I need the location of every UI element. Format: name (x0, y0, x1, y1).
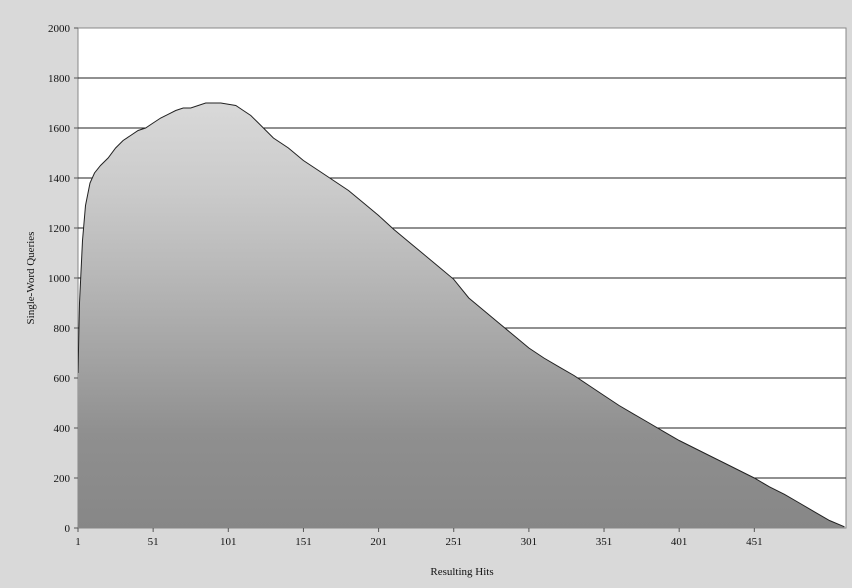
x-tick-label: 101 (220, 536, 237, 548)
x-tick-label: 151 (295, 536, 312, 548)
y-axis-ticks: 0 200 400 600 800 1000 1200 1400 1600 1800 2000 (48, 23, 78, 535)
y-tick-label: 800 (54, 323, 71, 335)
y-tick-label: 1600 (48, 123, 71, 135)
data-area (78, 103, 845, 528)
data-line (78, 102, 845, 528)
x-tick-label: 1 (75, 536, 81, 548)
y-tick-label: 200 (54, 473, 71, 485)
y-tick-label: 400 (54, 423, 71, 435)
y-tick-label: 1200 (48, 223, 71, 235)
y-axis-title: Single-Word Queries (25, 232, 37, 325)
x-axis-title: Resulting Hits (430, 566, 493, 578)
x-tick-label: 351 (596, 536, 613, 548)
y-tick-label: 1000 (48, 273, 71, 285)
y-tick-label: 2000 (48, 23, 71, 35)
x-axis-ticks: 1 51 101 151 201 251 301 351 401 451 (75, 528, 763, 548)
x-tick-label: 301 (521, 536, 538, 548)
x-tick-label: 251 (445, 536, 462, 548)
x-tick-label: 51 (148, 536, 159, 548)
y-tick-label: 1800 (48, 73, 71, 85)
x-tick-label: 401 (671, 536, 688, 548)
y-tick-label: 0 (65, 523, 71, 535)
x-tick-label: 451 (746, 536, 763, 548)
y-tick-label: 1400 (48, 173, 71, 185)
y-tick-label: 600 (54, 373, 71, 385)
x-tick-label: 201 (370, 536, 387, 548)
